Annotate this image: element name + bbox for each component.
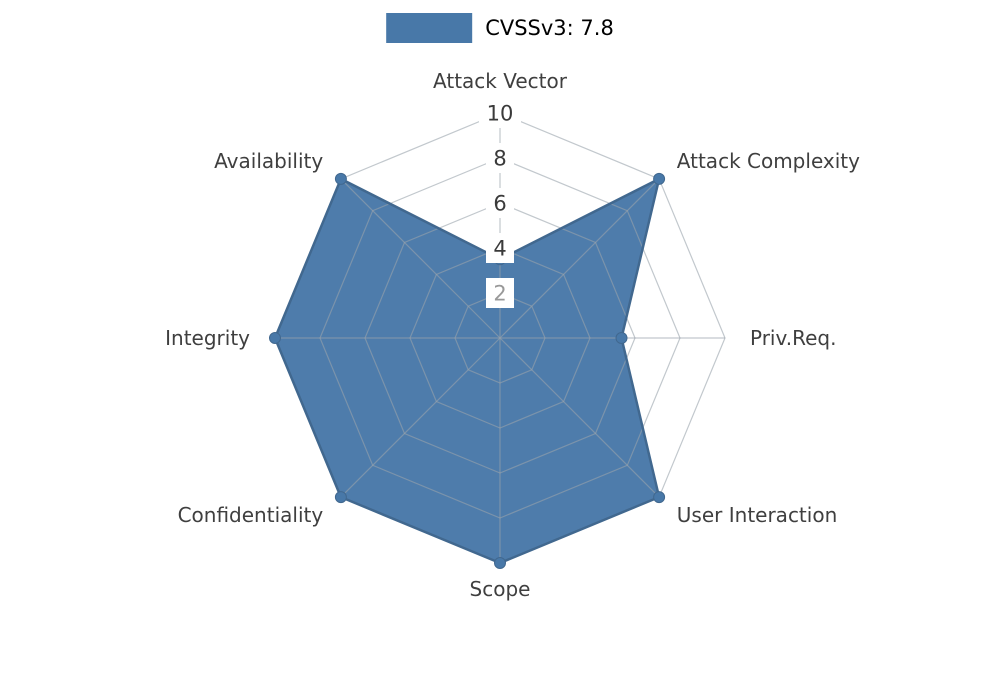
tick-label: 6 [486, 188, 514, 218]
radar-spoke [340, 337, 501, 498]
legend-label: CVSSv3: 7.8 [485, 16, 614, 40]
series-vertex-dot [269, 332, 281, 344]
tick-label-box [486, 233, 514, 263]
radar-spoke [340, 178, 501, 339]
radar-spoke [499, 178, 660, 339]
series-vertex-dot [334, 172, 347, 185]
series-vertex-dot [615, 332, 628, 344]
axis-label-attack-vector: Attack Vector [433, 69, 568, 93]
tick-label-box [479, 98, 521, 128]
tick-label-box [486, 143, 514, 173]
series-vertex-dot [334, 491, 347, 504]
legend: CVSSv3: 7.8 [386, 13, 614, 43]
tick-label: 2 [486, 278, 514, 308]
tick-label-text: 4 [493, 237, 506, 261]
tick-label: 8 [486, 143, 514, 173]
axis-label-availability: Availability [214, 149, 323, 173]
axis-label-priv-req: Priv.Req. [750, 326, 836, 350]
axis-label-attack-complexity: Attack Complexity [677, 149, 860, 173]
axis-label-user-interaction: User Interaction [677, 503, 837, 527]
axis-label-scope: Scope [470, 577, 531, 601]
series-vertex-dot [653, 491, 666, 504]
series-vertex-dot [653, 172, 666, 185]
axis-label-integrity: Integrity [165, 326, 250, 350]
tick-label: 10 [479, 98, 521, 128]
series-vertex-dot [494, 557, 506, 569]
radar-spoke [499, 337, 660, 498]
tick-label-text: 8 [493, 147, 506, 171]
tick-label-text: 10 [487, 102, 514, 126]
axis-label-confidentiality: Confidentiality [178, 503, 324, 527]
tick-label-text: 6 [493, 192, 506, 216]
tick-label-text: 2 [493, 282, 506, 306]
legend-swatch [386, 13, 473, 43]
tick-label: 4 [486, 233, 514, 263]
tick-label-box [486, 278, 514, 308]
tick-label-box [486, 188, 514, 218]
